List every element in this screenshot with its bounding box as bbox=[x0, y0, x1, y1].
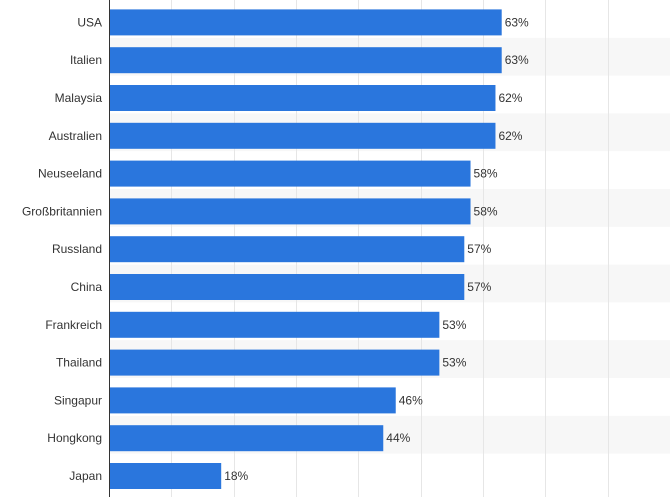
value-label: 63% bbox=[505, 15, 529, 29]
category-label: Großbritannien bbox=[22, 204, 102, 218]
bars bbox=[110, 9, 502, 489]
value-label: 62% bbox=[498, 91, 522, 105]
category-label: China bbox=[71, 280, 103, 294]
value-label: 53% bbox=[442, 318, 466, 332]
category-label: Australien bbox=[49, 129, 102, 143]
value-label: 18% bbox=[224, 469, 248, 483]
category-label: Neuseeland bbox=[38, 167, 102, 181]
bar[interactable] bbox=[110, 9, 502, 36]
category-label: Japan bbox=[69, 469, 102, 483]
bar[interactable] bbox=[110, 47, 502, 74]
category-label: Hongkong bbox=[47, 431, 102, 445]
category-label: Singapur bbox=[54, 393, 102, 407]
bar[interactable] bbox=[110, 236, 465, 263]
category-labels: USA Italien Malaysia Australien Neuseeland Gr… bbox=[22, 15, 102, 483]
bar[interactable] bbox=[110, 463, 222, 489]
bar[interactable] bbox=[110, 311, 440, 338]
value-label: 58% bbox=[474, 167, 498, 181]
category-label: Russland bbox=[52, 242, 102, 256]
value-label: 58% bbox=[474, 204, 498, 218]
bar[interactable] bbox=[110, 349, 440, 376]
bar[interactable] bbox=[110, 122, 496, 149]
bar[interactable] bbox=[110, 198, 471, 225]
value-label: 57% bbox=[467, 242, 491, 256]
bar[interactable] bbox=[110, 387, 396, 414]
bar[interactable] bbox=[110, 425, 384, 452]
value-label: 63% bbox=[505, 53, 529, 67]
category-label: Thailand bbox=[56, 356, 102, 370]
value-label: 44% bbox=[386, 431, 410, 445]
value-label: 46% bbox=[399, 393, 423, 407]
category-label: Italien bbox=[70, 53, 102, 67]
value-label: 62% bbox=[498, 129, 522, 143]
bar[interactable] bbox=[110, 160, 471, 187]
value-labels: 63% 63% 62% 62% 58% 58% 57% 57% 53% 53% 46% 44% 18% bbox=[224, 15, 529, 483]
value-label: 57% bbox=[467, 280, 491, 294]
category-label: Malaysia bbox=[55, 91, 103, 105]
category-label: USA bbox=[77, 15, 102, 29]
bar[interactable] bbox=[110, 85, 496, 111]
category-label: Frankreich bbox=[45, 318, 102, 332]
bar[interactable] bbox=[110, 274, 465, 300]
value-label: 53% bbox=[442, 356, 466, 370]
